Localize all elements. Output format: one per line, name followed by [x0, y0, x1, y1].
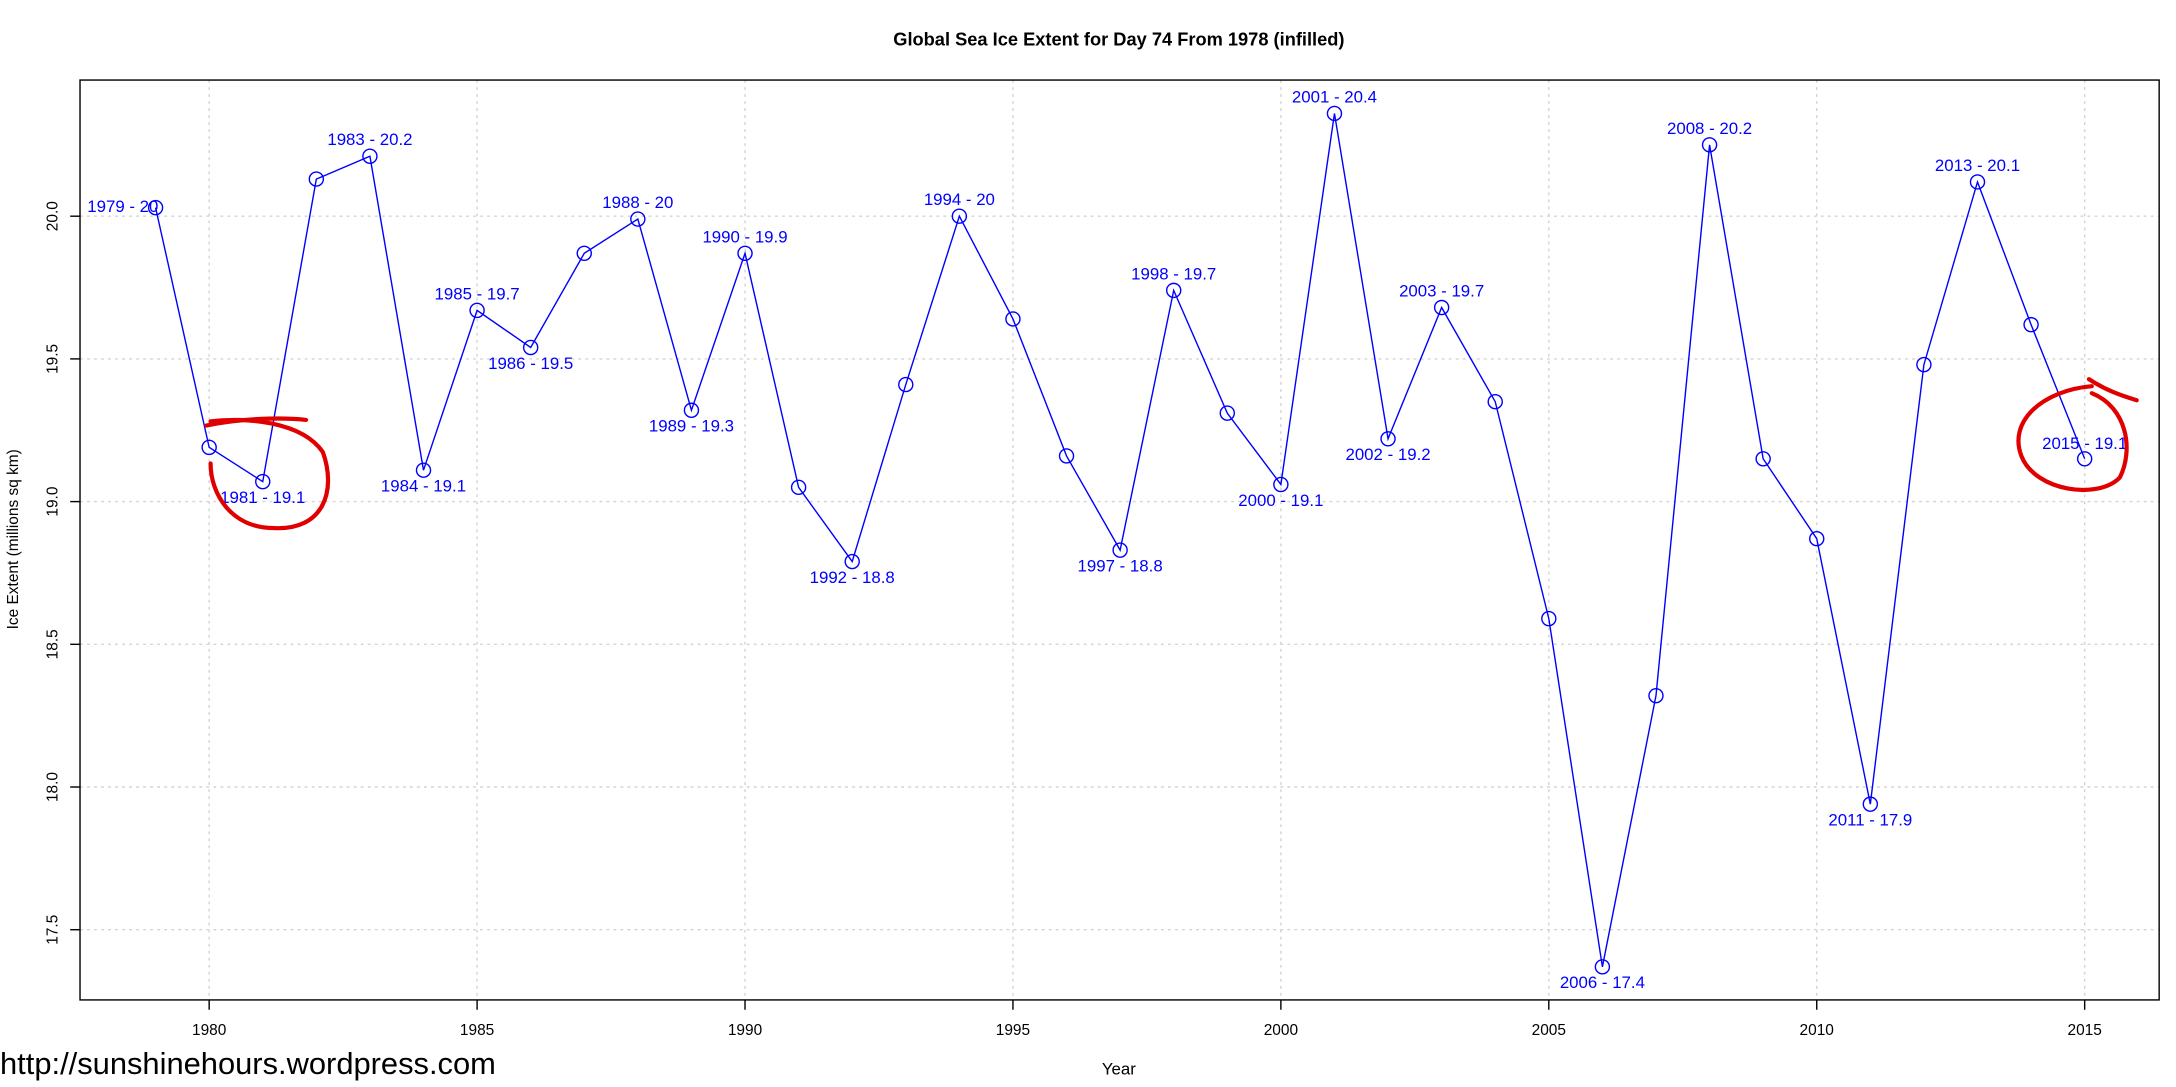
y-tick-label: 17.5: [44, 915, 61, 945]
y-tick-label: 19.0: [44, 487, 61, 517]
data-point: [1648, 687, 1664, 704]
data-label: 1988 - 20: [602, 193, 673, 212]
data-point: [1165, 282, 1182, 299]
data-point: [1380, 431, 1396, 447]
data-label: 2002 - 19.2: [1345, 445, 1430, 464]
y-tick-label: 20.0: [44, 201, 61, 231]
data-label: 1997 - 18.8: [1078, 556, 1163, 575]
data-point: [1701, 137, 1718, 153]
y-tick-label: 19.5: [44, 344, 61, 374]
y-tick-label: 18.5: [44, 629, 61, 659]
y-tick-label: 18.0: [44, 772, 61, 802]
y-axis-title: Ice Extent (millions sq km): [5, 449, 22, 629]
data-point: [1809, 530, 1825, 547]
data-point: [1433, 299, 1450, 316]
plot-area: 1980 1985 1990 1995 2000 2005 2010 2015 17.5 18.0…: [44, 80, 2160, 1039]
x-tick-label: 1985: [460, 1022, 494, 1039]
data-label: 1985 - 19.7: [435, 284, 520, 303]
hand-drawn-circle: [2016, 377, 2139, 492]
data-label: 2003 - 19.7: [1399, 282, 1484, 301]
data-point: [1541, 610, 1557, 627]
x-tick-label: 1995: [996, 1022, 1030, 1039]
data-point: [1916, 356, 1932, 373]
data-point: [147, 199, 164, 216]
data-point: [255, 473, 271, 490]
x-tick-label: 1980: [192, 1022, 226, 1039]
data-point: [1594, 959, 1611, 975]
data-point: [630, 211, 646, 227]
data-point: [1326, 105, 1343, 122]
data-label: 1979 - 20: [87, 197, 158, 216]
series-line: [154, 113, 2086, 967]
data-label: 2001 - 20.4: [1292, 87, 1377, 106]
data-point: [201, 439, 217, 456]
data-point: [362, 148, 378, 164]
data-point: [951, 208, 968, 224]
hand-drawn-circle: [204, 416, 331, 531]
data-point: [469, 302, 485, 319]
x-tick-label: 2010: [1800, 1022, 1834, 1039]
watermark: http://sunshinehours.wordpress.com: [0, 1046, 496, 1081]
data-point: [790, 479, 807, 496]
data-label: 1990 - 19.9: [702, 227, 787, 246]
data-point: [898, 376, 914, 393]
data-point: [844, 553, 860, 570]
data-point: [737, 245, 753, 262]
plot-frame: [79, 79, 2160, 1001]
data-label: 2011 - 17.9: [1828, 810, 1912, 829]
data-label: 1986 - 19.5: [488, 354, 573, 373]
data-label: 1984 - 19.1: [381, 477, 466, 496]
data-label: 1989 - 19.3: [649, 417, 734, 436]
data-label: 2008 - 20.2: [1667, 119, 1752, 138]
data-point: [522, 339, 539, 356]
data-point: [1005, 311, 1021, 327]
data-label: 2013 - 20.1: [1935, 156, 2020, 175]
data-point: [683, 402, 700, 418]
data-label: 1983 - 20.2: [327, 130, 412, 149]
x-tick-label: 2005: [1532, 1022, 1566, 1039]
x-tick-label: 2015: [2068, 1022, 2102, 1039]
data-point: [308, 171, 325, 187]
data-point: [1058, 448, 1075, 464]
data-label: 2015 - 19.1: [2042, 434, 2127, 453]
data-label: 1998 - 19.7: [1131, 264, 1216, 283]
data-point: [2023, 316, 2039, 333]
x-tick-label: 1990: [728, 1022, 762, 1039]
data-label: 1992 - 18.8: [810, 568, 895, 587]
data-label: 1981 - 19.1: [220, 488, 305, 507]
data-point: [2076, 451, 2093, 467]
data-point: [1862, 796, 1879, 812]
data-point: [1219, 405, 1236, 421]
data-point: [1112, 542, 1128, 558]
data-point: [415, 462, 432, 478]
data-point: [1487, 393, 1503, 410]
data-label: 1994 - 20: [924, 190, 995, 209]
data-point: [1755, 451, 1771, 467]
x-tick-label: 2000: [1264, 1022, 1298, 1039]
data-label: 2000 - 19.1: [1238, 491, 1323, 510]
data-label: 2006 - 17.4: [1560, 973, 1645, 992]
chart-title: Global Sea Ice Extent for Day 74 From 19…: [893, 29, 1344, 50]
data-point: [576, 245, 592, 262]
data-point: [1969, 174, 1986, 190]
x-axis-title: Year: [1102, 1060, 1136, 1079]
data-point: [1273, 476, 1289, 493]
